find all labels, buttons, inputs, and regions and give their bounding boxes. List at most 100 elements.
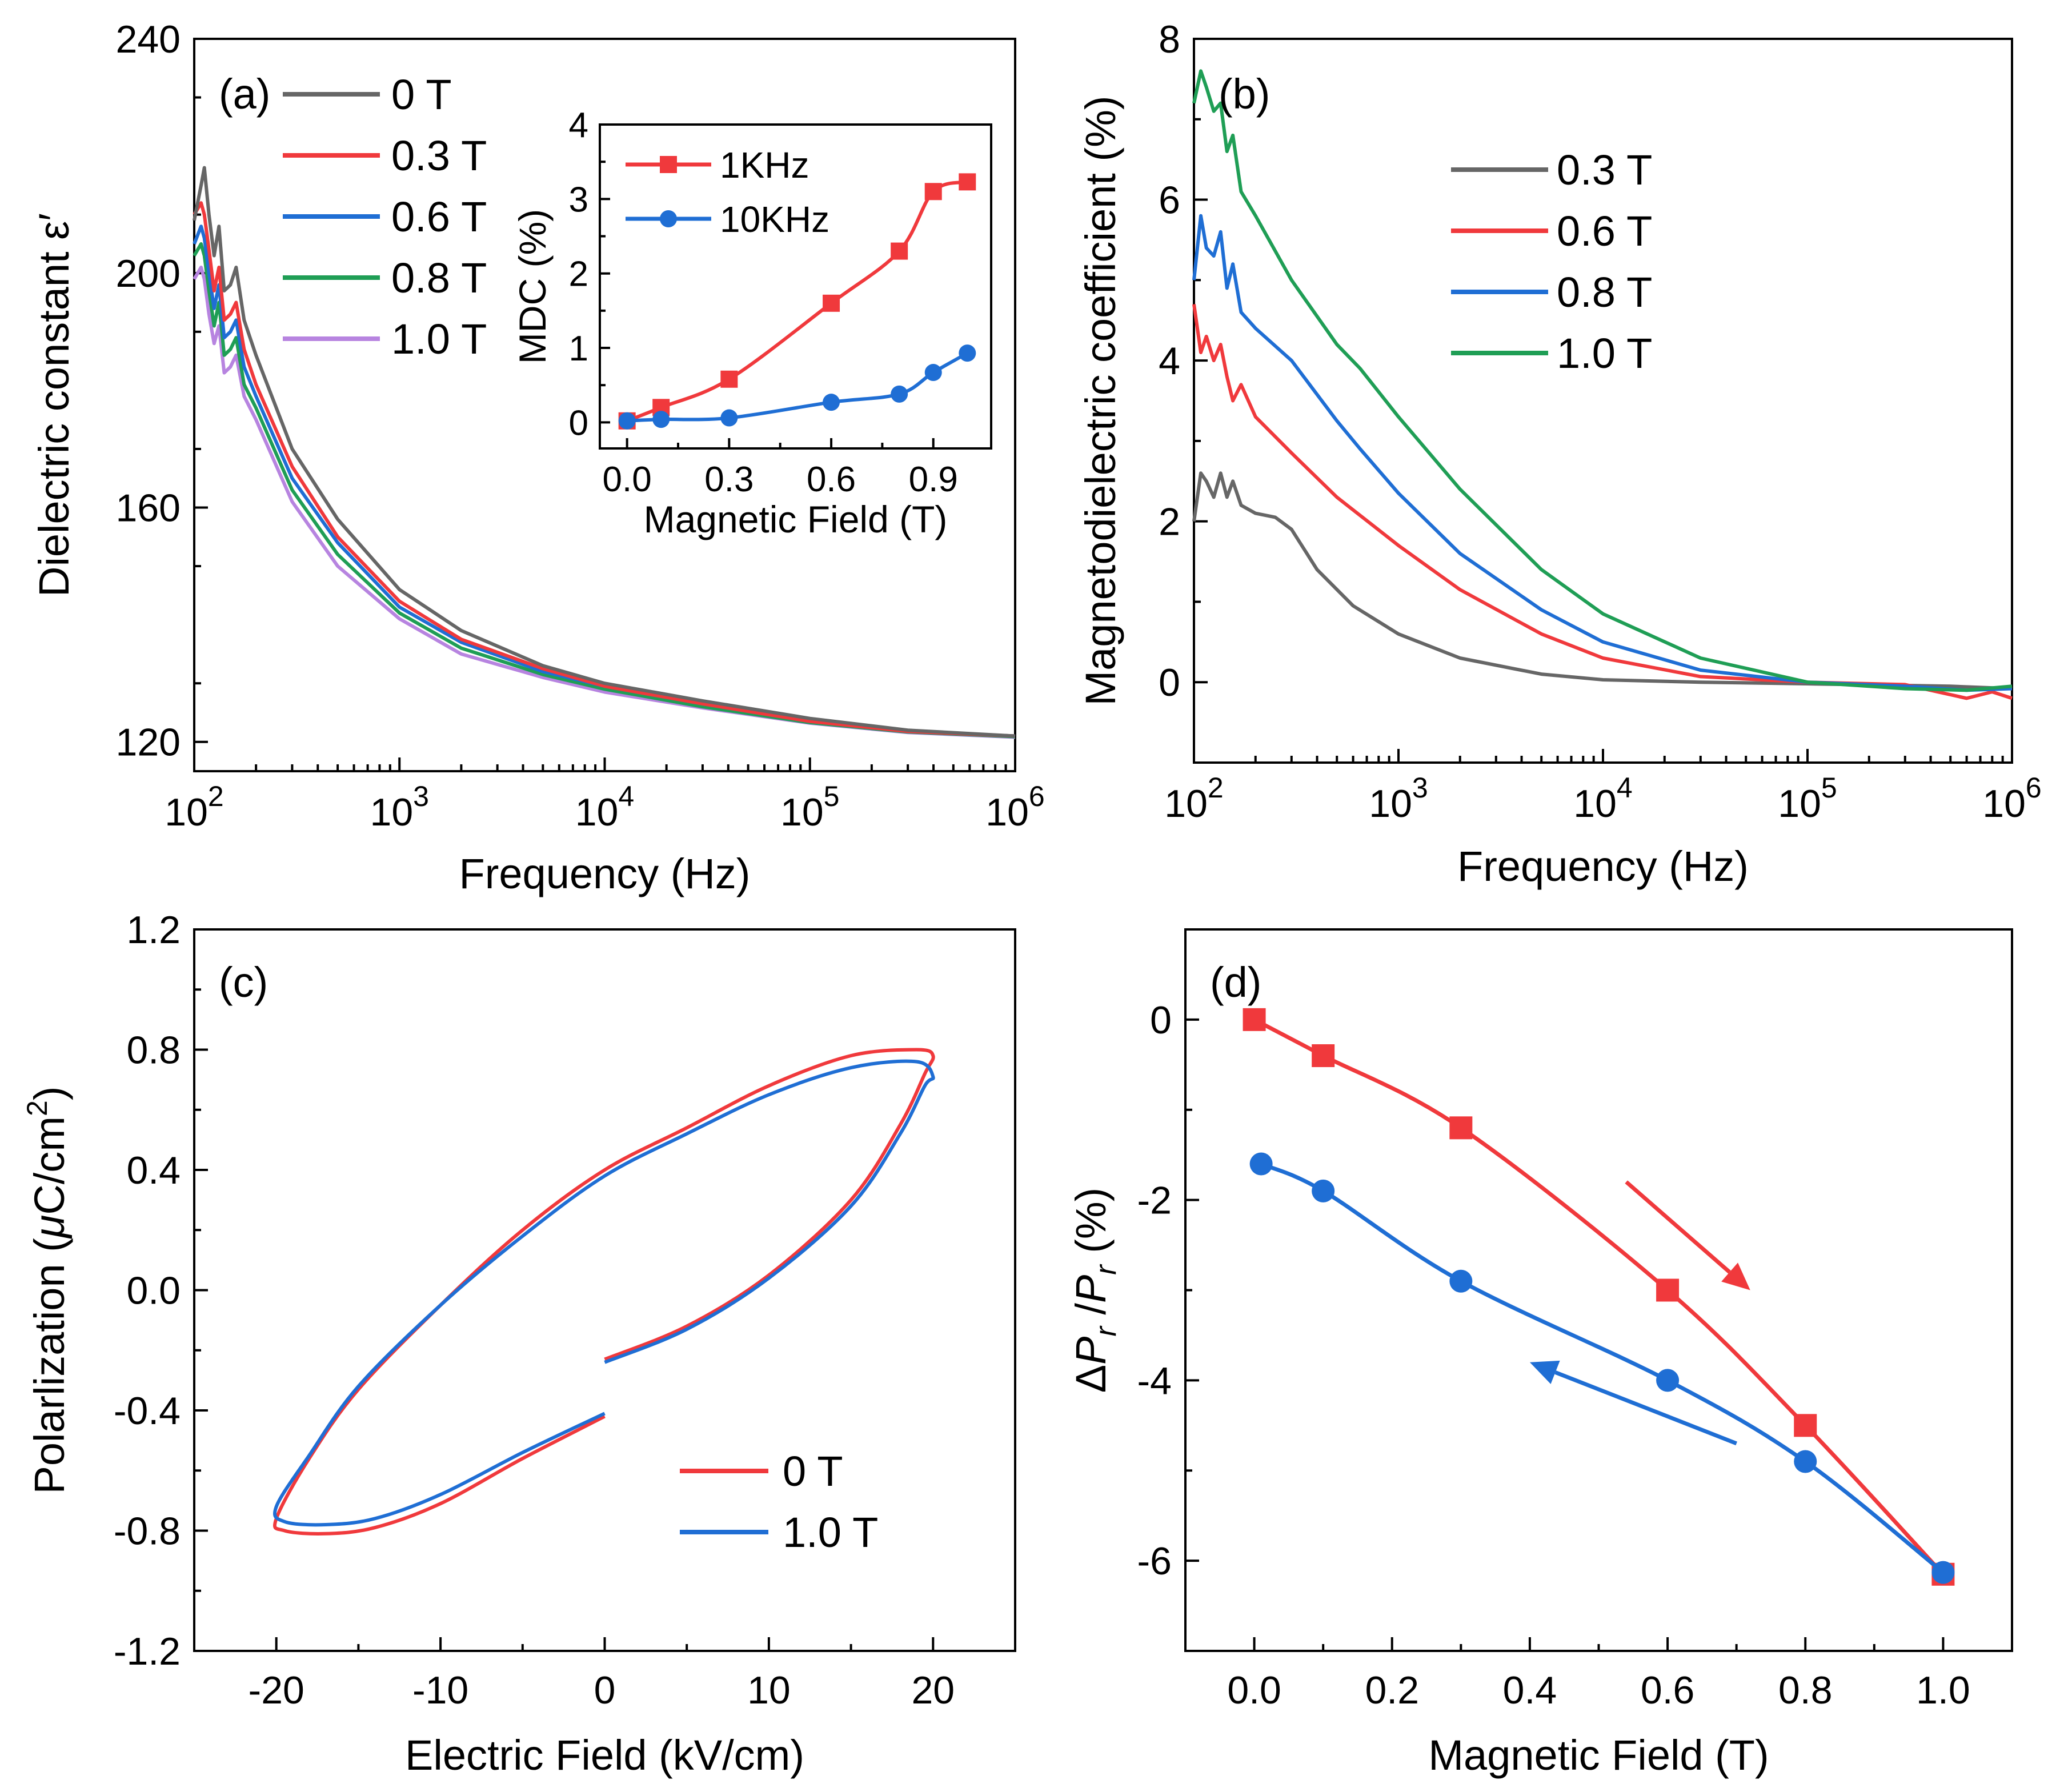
y-tick-label: 4 [1159, 339, 1180, 383]
x-tick-exp: 5 [824, 780, 840, 812]
x-tick-label: -20 [249, 1669, 304, 1712]
x-tick-exp: 2 [208, 780, 224, 812]
panel-label: (c) [219, 959, 268, 1006]
x-tick-exp: 6 [1029, 780, 1045, 812]
x-tick-label: 106 [1982, 772, 2041, 825]
circle-marker [891, 385, 908, 403]
series-line [1253, 1017, 1945, 1576]
y-axis-label-part: / [1067, 1303, 1115, 1327]
inset-y-tick-label: 3 [569, 180, 588, 219]
inset-legend-label: 10KHz [720, 199, 829, 240]
panel-d: 0.0 0.2 0.4 0.6 0.8 1.0 -6 -4 -2 0 Magnetic Field … [1067, 928, 2013, 1779]
circle-marker [652, 411, 670, 428]
y-axis-label-part: μ [26, 1215, 73, 1240]
y-axis-label-part: r [1089, 1325, 1123, 1337]
y-axis-label-part: r [1089, 1264, 1123, 1275]
inset-x-axis-label: Magnetic Field (T) [644, 498, 948, 540]
inset-x-tick-label: 0.0 [603, 460, 652, 499]
inset-y-tick-label: 1 [569, 329, 588, 368]
y-tick-label: 0 [1150, 999, 1172, 1042]
plot-frame [193, 38, 1016, 772]
legend-label: 1.0 T [783, 1509, 878, 1556]
inset-y-axis-label: MDC (%) [511, 209, 554, 364]
legend-label: 0.3 T [391, 132, 487, 179]
y-axis-label: Polarlization (μC/cm2) [21, 1087, 73, 1494]
y-tick-label: 160 [116, 486, 181, 530]
x-tick-label: 103 [1369, 772, 1428, 825]
inset-x-tick-label: 0.3 [704, 460, 754, 499]
legend-label: 0 T [783, 1448, 843, 1495]
y-axis-label-part: (%) [1067, 1188, 1115, 1265]
circle-marker [1249, 1152, 1273, 1176]
hysteresis-loop-0T [272, 1048, 935, 1536]
y-axis-label: Magnetodielectric coefficient (%) [1077, 95, 1124, 705]
x-tick-label: 105 [780, 780, 839, 834]
direction-arrow-shaft [1625, 1180, 1731, 1274]
inset-frame [599, 123, 992, 450]
y-tick-label: 200 [116, 252, 181, 295]
y-tick-label: 1.2 [126, 908, 181, 952]
circle-marker [924, 364, 942, 382]
square-marker [1449, 1116, 1473, 1140]
x-tick-exp: 5 [1821, 772, 1837, 804]
square-marker [1312, 1044, 1335, 1068]
circle-marker [1794, 1450, 1817, 1473]
y-axis-label-part: C/cm [26, 1116, 73, 1215]
y-tick-label: 240 [116, 18, 181, 61]
x-tick-label: 0.2 [1365, 1669, 1419, 1712]
legend-label: 1.0 T [391, 315, 487, 363]
series-line-03T [1192, 471, 2013, 691]
y-tick-label: 0.8 [126, 1029, 181, 1072]
x-tick-base: 10 [165, 791, 208, 834]
legend-label: 0.6 T [391, 193, 487, 240]
x-axis-label: Magnetic Field (T) [1428, 1731, 1769, 1779]
y-axis-label: Dielectric constant ε′ [30, 213, 78, 597]
legend-label: 0.6 T [1557, 207, 1652, 255]
legend-label: 0.8 T [391, 254, 487, 302]
y-tick-label: 0.4 [126, 1149, 181, 1192]
y-axis-label-part: Polarlization ( [26, 1238, 73, 1494]
y-tick-label: -2 [1137, 1179, 1172, 1222]
x-tick-exp: 4 [618, 780, 634, 812]
x-tick-label: 105 [1778, 772, 1837, 825]
direction-arrow-head [1721, 1262, 1750, 1290]
y-axis-label-part: P [1067, 1275, 1115, 1303]
y-tick-label: 0.0 [126, 1269, 181, 1313]
y-tick-label: 0 [1159, 661, 1180, 704]
x-tick-label: -10 [412, 1669, 468, 1712]
y-tick-label: -0.8 [114, 1510, 181, 1553]
x-tick-exp: 3 [413, 780, 429, 812]
series-line-08T [1192, 214, 2013, 692]
square-marker [891, 242, 908, 260]
square-marker [823, 294, 840, 312]
inset-x-tick-label: 0.6 [807, 460, 856, 499]
circle-marker [823, 394, 840, 411]
x-tick-label: 10 [747, 1669, 791, 1712]
x-tick-exp: 2 [1208, 772, 1224, 804]
x-tick-base: 10 [1573, 782, 1617, 825]
square-marker [959, 173, 976, 191]
inset-series-line [627, 351, 968, 423]
x-tick-base: 10 [1778, 782, 1821, 825]
x-tick-label: 0.4 [1503, 1669, 1557, 1712]
x-tick-label: 106 [985, 780, 1044, 834]
hysteresis-loop-10T [272, 1059, 935, 1527]
x-tick-label: 0.8 [1778, 1669, 1833, 1712]
series-line-10T [1192, 69, 2013, 692]
legend-label: 0.3 T [1557, 146, 1652, 194]
x-tick-exp: 4 [1617, 772, 1633, 804]
x-tick-label: 104 [1573, 772, 1632, 825]
y-axis-label-part: ) [26, 1087, 73, 1101]
y-tick-label: -0.4 [114, 1389, 181, 1433]
y-axis-label-part: P [1067, 1337, 1115, 1365]
y-tick-label: -6 [1137, 1540, 1172, 1583]
panel-c: -20 -10 0 10 20 -1.2 -0.8 -0.4 0.0 0.4 0.8 1.2 Elect… [21, 908, 1016, 1779]
x-tick-label: 103 [370, 780, 429, 834]
panel-label: (b) [1219, 70, 1270, 118]
circle-marker [1312, 1179, 1335, 1202]
x-tick-label: 20 [911, 1669, 955, 1712]
series-line-03T [193, 201, 1016, 738]
panel-label: (a) [219, 70, 270, 118]
